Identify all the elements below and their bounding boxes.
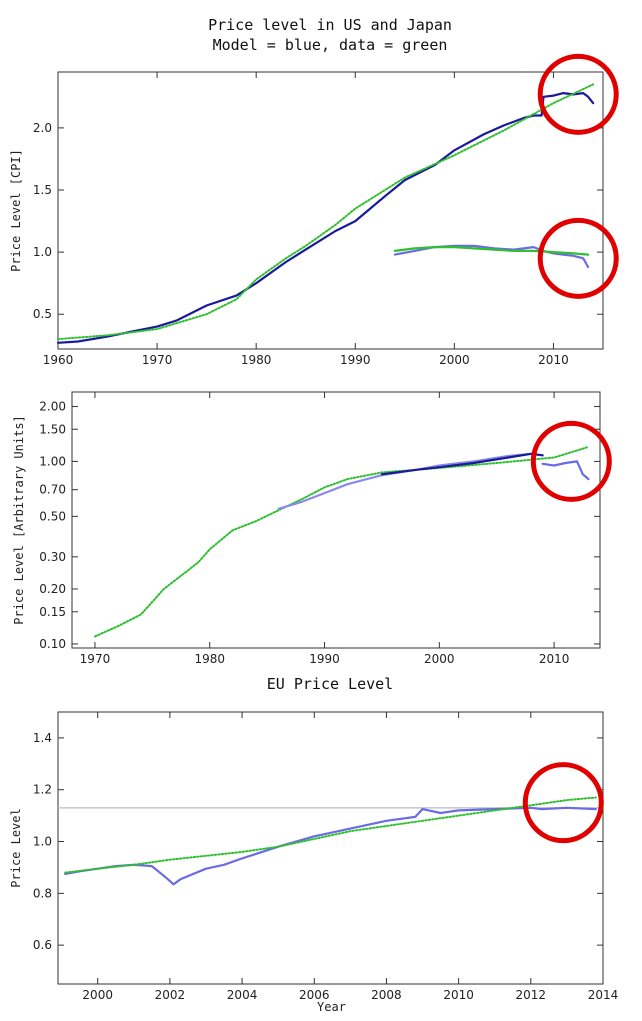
y-tick-label: 1.2 bbox=[33, 783, 52, 797]
x-tick-label: 2012 bbox=[516, 988, 547, 1002]
y-tick-label: 1.5 bbox=[33, 183, 52, 197]
x-tick-label: 2008 bbox=[371, 988, 402, 1002]
chart-log-comparison: 1970 1980 1990 2000 2010 0.10 0.15 0.20 0.30 0.50… bbox=[12, 391, 612, 666]
y-axis-label: Price Level [CPI] bbox=[9, 149, 23, 272]
x-tick-label: 1970 bbox=[142, 353, 173, 367]
series-line-2 bbox=[64, 796, 597, 874]
x-tick-label: 2010 bbox=[443, 988, 474, 1002]
series-line-3 bbox=[380, 452, 544, 476]
x-tick-label: 2000 bbox=[424, 652, 455, 666]
y-tick-label: 0.20 bbox=[39, 582, 66, 596]
y-tick-label: 0.8 bbox=[33, 886, 52, 900]
y-tick-label: 0.15 bbox=[39, 605, 66, 619]
x-tick-label: 2000 bbox=[439, 353, 470, 367]
highlight-circle bbox=[522, 762, 604, 844]
x-tick-label: 1980 bbox=[241, 353, 272, 367]
x-tick-label: 2004 bbox=[227, 988, 258, 1002]
x-tick-label: 2014 bbox=[588, 988, 619, 1002]
series-line-4 bbox=[541, 460, 590, 481]
y-tick-label: 1.00 bbox=[39, 454, 66, 468]
x-tick-label: 1980 bbox=[194, 652, 225, 666]
y-tick-label: 2.0 bbox=[33, 121, 52, 135]
chart-1-subtitle: Model = blue, data = green bbox=[213, 36, 448, 54]
y-axis-label: Price Level bbox=[9, 808, 23, 887]
y-tick-label: 1.4 bbox=[33, 731, 52, 745]
plot-frame bbox=[57, 71, 604, 350]
chart-eu: 2000 2002 2004 2006 2008 2010 2012 2014 0.6 0.8 1.… bbox=[9, 711, 619, 1014]
x-tick-label: 2006 bbox=[299, 988, 330, 1002]
chart-1-title: Price level in US and Japan bbox=[208, 16, 452, 34]
highlight-circle bbox=[537, 53, 619, 135]
y-axis-label: Price Level [Arbitrary Units] bbox=[12, 415, 26, 625]
x-tick-label: 1970 bbox=[80, 652, 111, 666]
x-tick-label: 2002 bbox=[155, 988, 186, 1002]
x-tick-label: 2000 bbox=[82, 988, 113, 1002]
series-line-1 bbox=[56, 91, 595, 344]
highlight-circle bbox=[530, 420, 612, 502]
y-tick-label: 0.50 bbox=[39, 509, 66, 523]
series-line-1 bbox=[94, 445, 590, 638]
y-tick-label: 0.10 bbox=[39, 637, 66, 651]
y-tick-label: 0.30 bbox=[39, 550, 66, 564]
x-tick-label: 1990 bbox=[309, 652, 340, 666]
series-line-1 bbox=[64, 806, 597, 886]
x-tick-label: 1960 bbox=[43, 353, 74, 367]
y-tick-label: 1.0 bbox=[33, 835, 52, 849]
x-tick-label: 1990 bbox=[340, 353, 371, 367]
y-tick-label: 2.00 bbox=[39, 399, 66, 413]
y-tick-label: 0.5 bbox=[33, 307, 52, 321]
y-tick-label: 0.6 bbox=[33, 938, 52, 952]
x-axis-label: Year bbox=[317, 1000, 346, 1014]
series-line-4 bbox=[393, 246, 590, 256]
plot-frame bbox=[71, 391, 601, 649]
chart-3-title: EU Price Level bbox=[267, 675, 393, 693]
x-tick-label: 2010 bbox=[538, 353, 569, 367]
highlight-circle bbox=[537, 217, 619, 299]
plot-frame bbox=[57, 711, 604, 985]
y-tick-label: 1.50 bbox=[39, 422, 66, 436]
chart-us-japan: 1960 1970 1980 1990 2000 2010 0.5 1.0 1.5 2.0 Pric… bbox=[9, 53, 619, 367]
y-tick-label: 0.70 bbox=[39, 483, 66, 497]
y-tick-label: 1.0 bbox=[33, 245, 52, 259]
series-line-2 bbox=[57, 83, 595, 341]
x-tick-label: 2010 bbox=[539, 652, 570, 666]
